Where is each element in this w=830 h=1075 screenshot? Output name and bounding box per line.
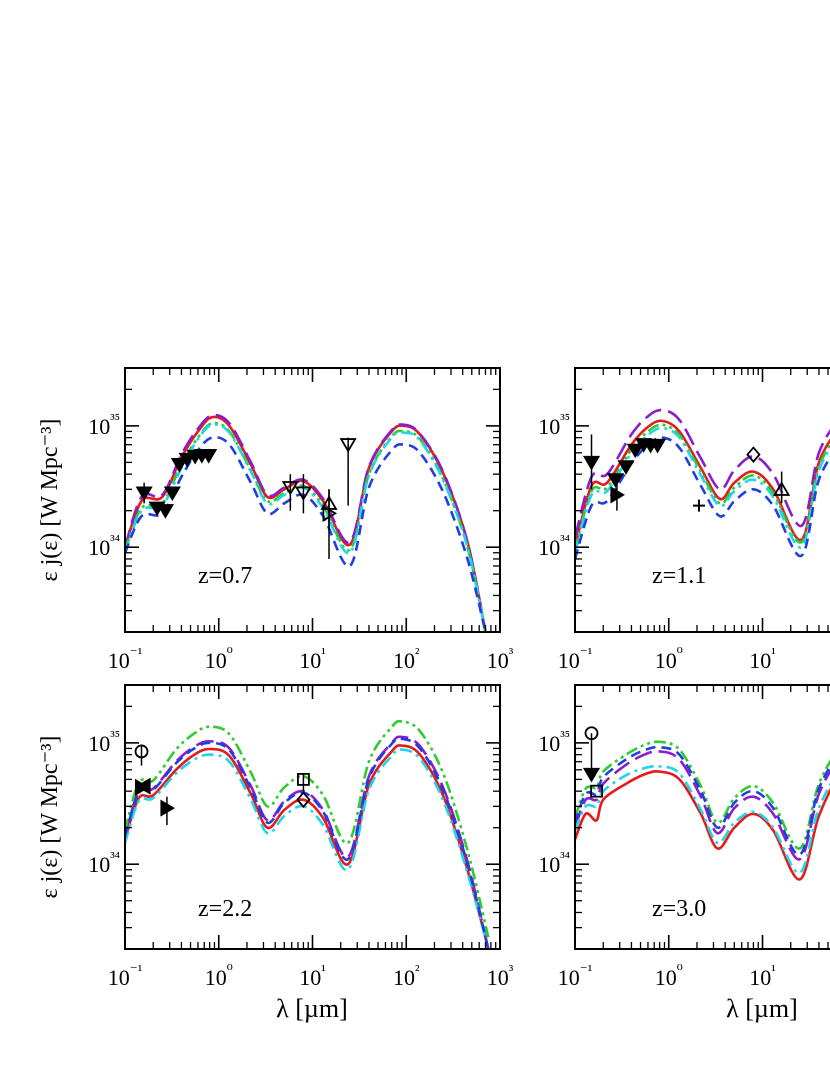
data-marker [649,438,667,454]
plot-frame [124,367,501,633]
x-tick-label: 10³ [487,646,514,673]
plot-frame [574,367,830,633]
data-marker [626,443,644,459]
series-line-3 [125,421,487,632]
data-marker [584,726,599,775]
marker-layer [134,744,311,826]
marker-layer [135,437,357,559]
panel-z0-7: 10⁻¹ 10⁰ 10¹ 10² 10³ 10³⁴ 10³⁵ z=0.7 ε j(ε) [W… [37,367,514,673]
marker-layer [582,726,604,798]
x-tick-label: 10⁰ [655,963,683,990]
y-tick-label: 10³⁴ [538,850,570,877]
data-marker [294,474,312,514]
plot-frame [574,684,830,950]
data-marker [296,791,311,809]
series-line-3 [125,719,490,938]
x-tick-label: 10¹ [299,646,326,673]
data-marker [156,504,175,519]
series-line-4 [125,748,490,949]
marker-layer [582,434,791,512]
tick-layer: 10⁻¹ 10⁰ 10¹ 10³⁴ 10³⁵ [538,367,829,673]
x-tick-label: 10⁻¹ [108,646,142,673]
series-line-2 [125,735,490,949]
data-marker [339,437,357,506]
data-marker [170,458,188,473]
series-line-2 [575,408,830,538]
tick-layer: 10⁻¹ 10⁰ 10¹ 10² 10³ 10³⁴ 10³⁵ [88,684,514,990]
x-tick-label: 10¹ [749,963,776,990]
panel-annotation: z=0.7 [198,563,252,589]
data-marker [200,449,218,464]
series-line-1 [125,744,490,949]
data-marker [135,482,153,504]
data-marker [610,479,625,511]
data-marker [297,773,310,792]
plot-frame [124,684,501,950]
data-marker [322,489,338,559]
series-line-4 [575,764,830,875]
series-line-5 [575,745,830,856]
x-tick-label: 10³ [487,963,514,990]
y-tick-label: 10³⁵ [88,412,120,439]
y-tick-label: 10³⁵ [538,412,570,439]
panel-annotation: z=3.0 [652,896,706,922]
series-line-3 [575,423,830,551]
x-tick-label: 10⁰ [205,963,233,990]
y-axis-label: ε j(ε) [W Mpc⁻³] [37,419,63,582]
x-tick-label: 10² [393,646,420,673]
x-tick-label: 10² [393,963,420,990]
data-marker [582,767,601,783]
panel-z2-2: 10⁻¹ 10⁰ 10¹ 10² 10³ 10³⁴ 10³⁵ z=2.2 ε j(ε) [W… [37,684,514,1023]
series-layer [125,719,490,949]
x-tick-label: 10¹ [749,646,776,673]
tick-layer: 10⁻¹ 10⁰ 10¹ 10³⁴ 10³⁵ [538,684,829,990]
x-tick-label: 10⁻¹ [558,646,592,673]
series-layer [125,413,487,632]
data-marker [773,471,791,504]
y-tick-label: 10³⁴ [538,533,570,560]
data-marker [617,460,635,475]
series-line-4 [125,423,487,632]
x-axis-label: λ [µm] [276,994,348,1023]
data-marker [134,744,149,766]
panel-annotation: z=1.1 [652,563,706,589]
x-tick-label: 10⁻¹ [558,963,592,990]
x-tick-label: 10⁰ [205,646,233,673]
data-marker [163,486,181,502]
x-tick-label: 10⁻¹ [108,963,142,990]
y-tick-label: 10³⁵ [538,729,570,756]
data-marker [590,784,604,798]
series-line-2 [575,749,830,861]
data-marker [606,473,625,488]
y-tick-label: 10³⁴ [88,850,120,877]
x-tick-label: 10¹ [299,963,326,990]
y-tick-label: 10³⁴ [88,533,120,560]
panel-z3-0: 10⁻¹ 10⁰ 10¹ 10³⁴ 10³⁵ z=3.0 λ [µm] [538,684,830,1023]
series-line-3 [575,740,830,850]
data-marker [692,499,705,512]
data-marker [160,796,175,826]
y-tick-label: 10³⁵ [88,729,120,756]
data-marker [746,446,761,463]
series-line-2 [125,413,487,632]
series-line-1 [125,415,487,632]
tick-layer: 10⁻¹ 10⁰ 10¹ 10² 10³ 10³⁴ 10³⁵ [88,367,514,673]
series-layer [575,740,830,881]
data-marker [281,474,299,511]
panel-z1-1: 10⁻¹ 10⁰ 10¹ 10³⁴ 10³⁵ z=1.1 [538,367,830,673]
series-line-5 [125,737,490,949]
data-marker [136,777,151,795]
data-marker [582,434,601,490]
x-tick-label: 10⁰ [655,646,683,673]
panel-annotation: z=2.2 [198,896,252,922]
series-line-1 [575,770,830,881]
x-axis-label: λ [µm] [726,994,798,1023]
y-axis-label: ε j(ε) [W Mpc⁻³] [37,736,63,899]
series-line-4 [575,426,830,554]
series-line-5 [575,436,830,560]
